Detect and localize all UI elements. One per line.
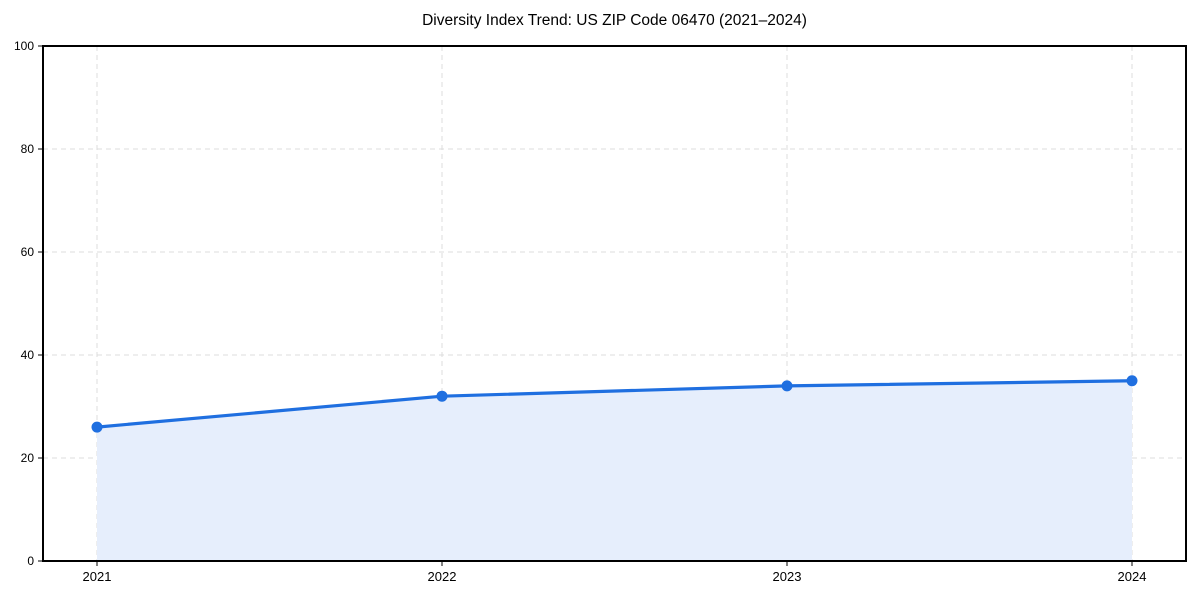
plot-border (42, 45, 1187, 562)
chart-title: Diversity Index Trend: US ZIP Code 06470… (422, 12, 807, 29)
x-tick-label: 2022 (428, 569, 457, 584)
data-point (1126, 375, 1138, 387)
data-point (91, 421, 103, 433)
y-tick-label: 60 (21, 245, 35, 259)
y-tick-label: 40 (21, 348, 35, 362)
trend-line (95, 379, 1134, 429)
y-tick-label: 100 (14, 39, 34, 53)
axis-ticks (38, 45, 1133, 566)
data-point (436, 390, 448, 402)
x-tick-label: 2021 (83, 569, 112, 584)
area-fill (97, 380, 1132, 561)
x-tick-label: 2023 (773, 569, 802, 584)
y-tick-label: 20 (21, 451, 35, 465)
y-tick-label: 80 (21, 142, 35, 156)
x-tick-label: 2024 (1118, 569, 1147, 584)
data-point (781, 380, 793, 392)
y-tick-label: 0 (27, 554, 34, 568)
